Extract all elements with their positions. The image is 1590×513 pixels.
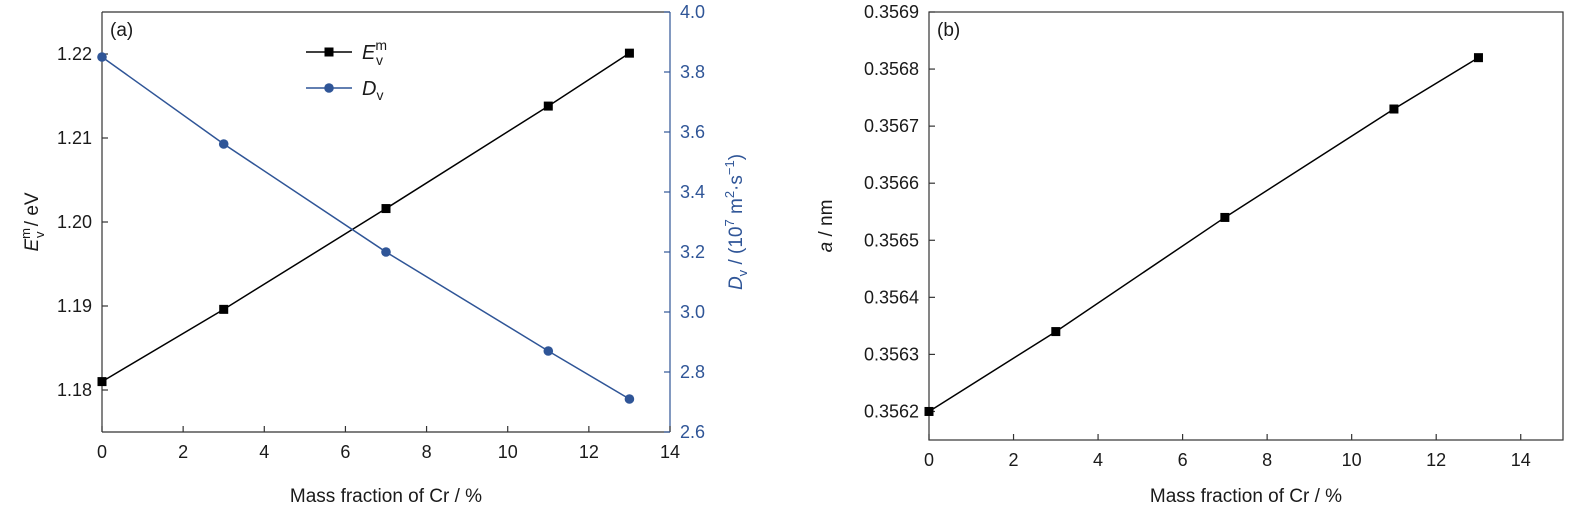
x-tick-label: 6 (1178, 450, 1188, 470)
y-tick-label: 0.3567 (864, 116, 919, 136)
y-right-tick-label: 3.6 (680, 122, 705, 142)
x-tick-label: 10 (1342, 450, 1362, 470)
x-tick-label: 4 (1093, 450, 1103, 470)
legend-marker-dv (324, 83, 334, 93)
plot-frame-b (928, 11, 1564, 441)
data-point-square (624, 48, 634, 58)
panel-label-b: (b) (937, 20, 960, 41)
x-tick-label: 8 (422, 442, 432, 462)
data-point-circle (97, 52, 107, 62)
data-point-square (1473, 53, 1483, 63)
y-right-tick-label: 4.0 (680, 2, 705, 22)
y-tick-label: 0.3569 (864, 2, 919, 22)
x-axis-title: Mass fraction of Cr / % (290, 486, 482, 507)
y-right-tick-label: 3.0 (680, 302, 705, 322)
y-tick-label: 0.3566 (864, 173, 919, 193)
data-point-square (1220, 212, 1230, 222)
y-right-tick-label: 2.6 (680, 422, 705, 442)
y-right-tick-label: 3.2 (680, 242, 705, 262)
legend-marker-ev (324, 47, 334, 57)
y-right-axis-title: Dv / (107 m2·s−1) (722, 154, 750, 290)
y-right-tick-label: 3.8 (680, 62, 705, 82)
x-tick-label: 4 (259, 442, 269, 462)
x-tick-label: 14 (660, 442, 680, 462)
x-tick-label: 2 (1009, 450, 1019, 470)
data-point-square (219, 304, 229, 314)
x-tick-label: 10 (498, 442, 518, 462)
data-point-square (1389, 104, 1399, 114)
y-left-tick-label: 1.19 (57, 296, 92, 316)
y-tick-label: 0.3564 (864, 287, 919, 307)
y-right-tick-label: 2.8 (680, 362, 705, 382)
y-tick-label: 0.3568 (864, 59, 919, 79)
x-tick-label: 6 (340, 442, 350, 462)
x-tick-label: 8 (1262, 450, 1272, 470)
panel-a: 0 2 4 6 8 10 12 14 1.18 1.19 1.20 1.21 1.22 2.6 2.8 3.0… (18, 2, 750, 507)
panel-label-a: (a) (110, 20, 133, 41)
data-point-circle (218, 139, 229, 149)
data-point-circle (624, 394, 635, 404)
y-left-tick-label: 1.20 (57, 212, 92, 232)
x-tick-label: 12 (579, 442, 599, 462)
legend-label-dv: Dv (362, 78, 383, 103)
data-point-square (543, 101, 553, 111)
x-tick-label: 0 (97, 442, 107, 462)
y-left-axis-title: Emv / eV (18, 192, 47, 251)
data-point-square (381, 204, 391, 214)
panel-b: 0 2 4 6 8 10 12 14 0.3562 0.3563 0.3564 0.3565 0.356… (816, 2, 1564, 507)
x-tick-label: 0 (924, 450, 934, 470)
data-point-square (924, 406, 934, 416)
y-axis-title: a / nm (816, 200, 837, 253)
legend-label-ev: Em v (362, 37, 387, 68)
y-left-tick-label: 1.22 (57, 44, 92, 64)
data-point-circle (381, 247, 391, 257)
y-tick-label: 0.3563 (864, 344, 919, 364)
data-point-square (1051, 327, 1061, 337)
data-point-square (97, 377, 107, 387)
y-left-tick-label: 1.18 (57, 380, 92, 400)
x-axis-title: Mass fraction of Cr / % (1150, 486, 1342, 507)
legend: Em v Dv (306, 37, 387, 103)
data-point-circle (543, 346, 554, 356)
y-tick-label: 0.3562 (864, 401, 919, 421)
x-tick-label: 14 (1511, 450, 1531, 470)
y-left-tick-label: 1.21 (57, 128, 92, 148)
y-tick-label: 0.3565 (864, 230, 919, 250)
x-tick-label: 12 (1426, 450, 1446, 470)
x-tick-label: 2 (178, 442, 188, 462)
y-right-tick-label: 3.4 (680, 182, 705, 202)
